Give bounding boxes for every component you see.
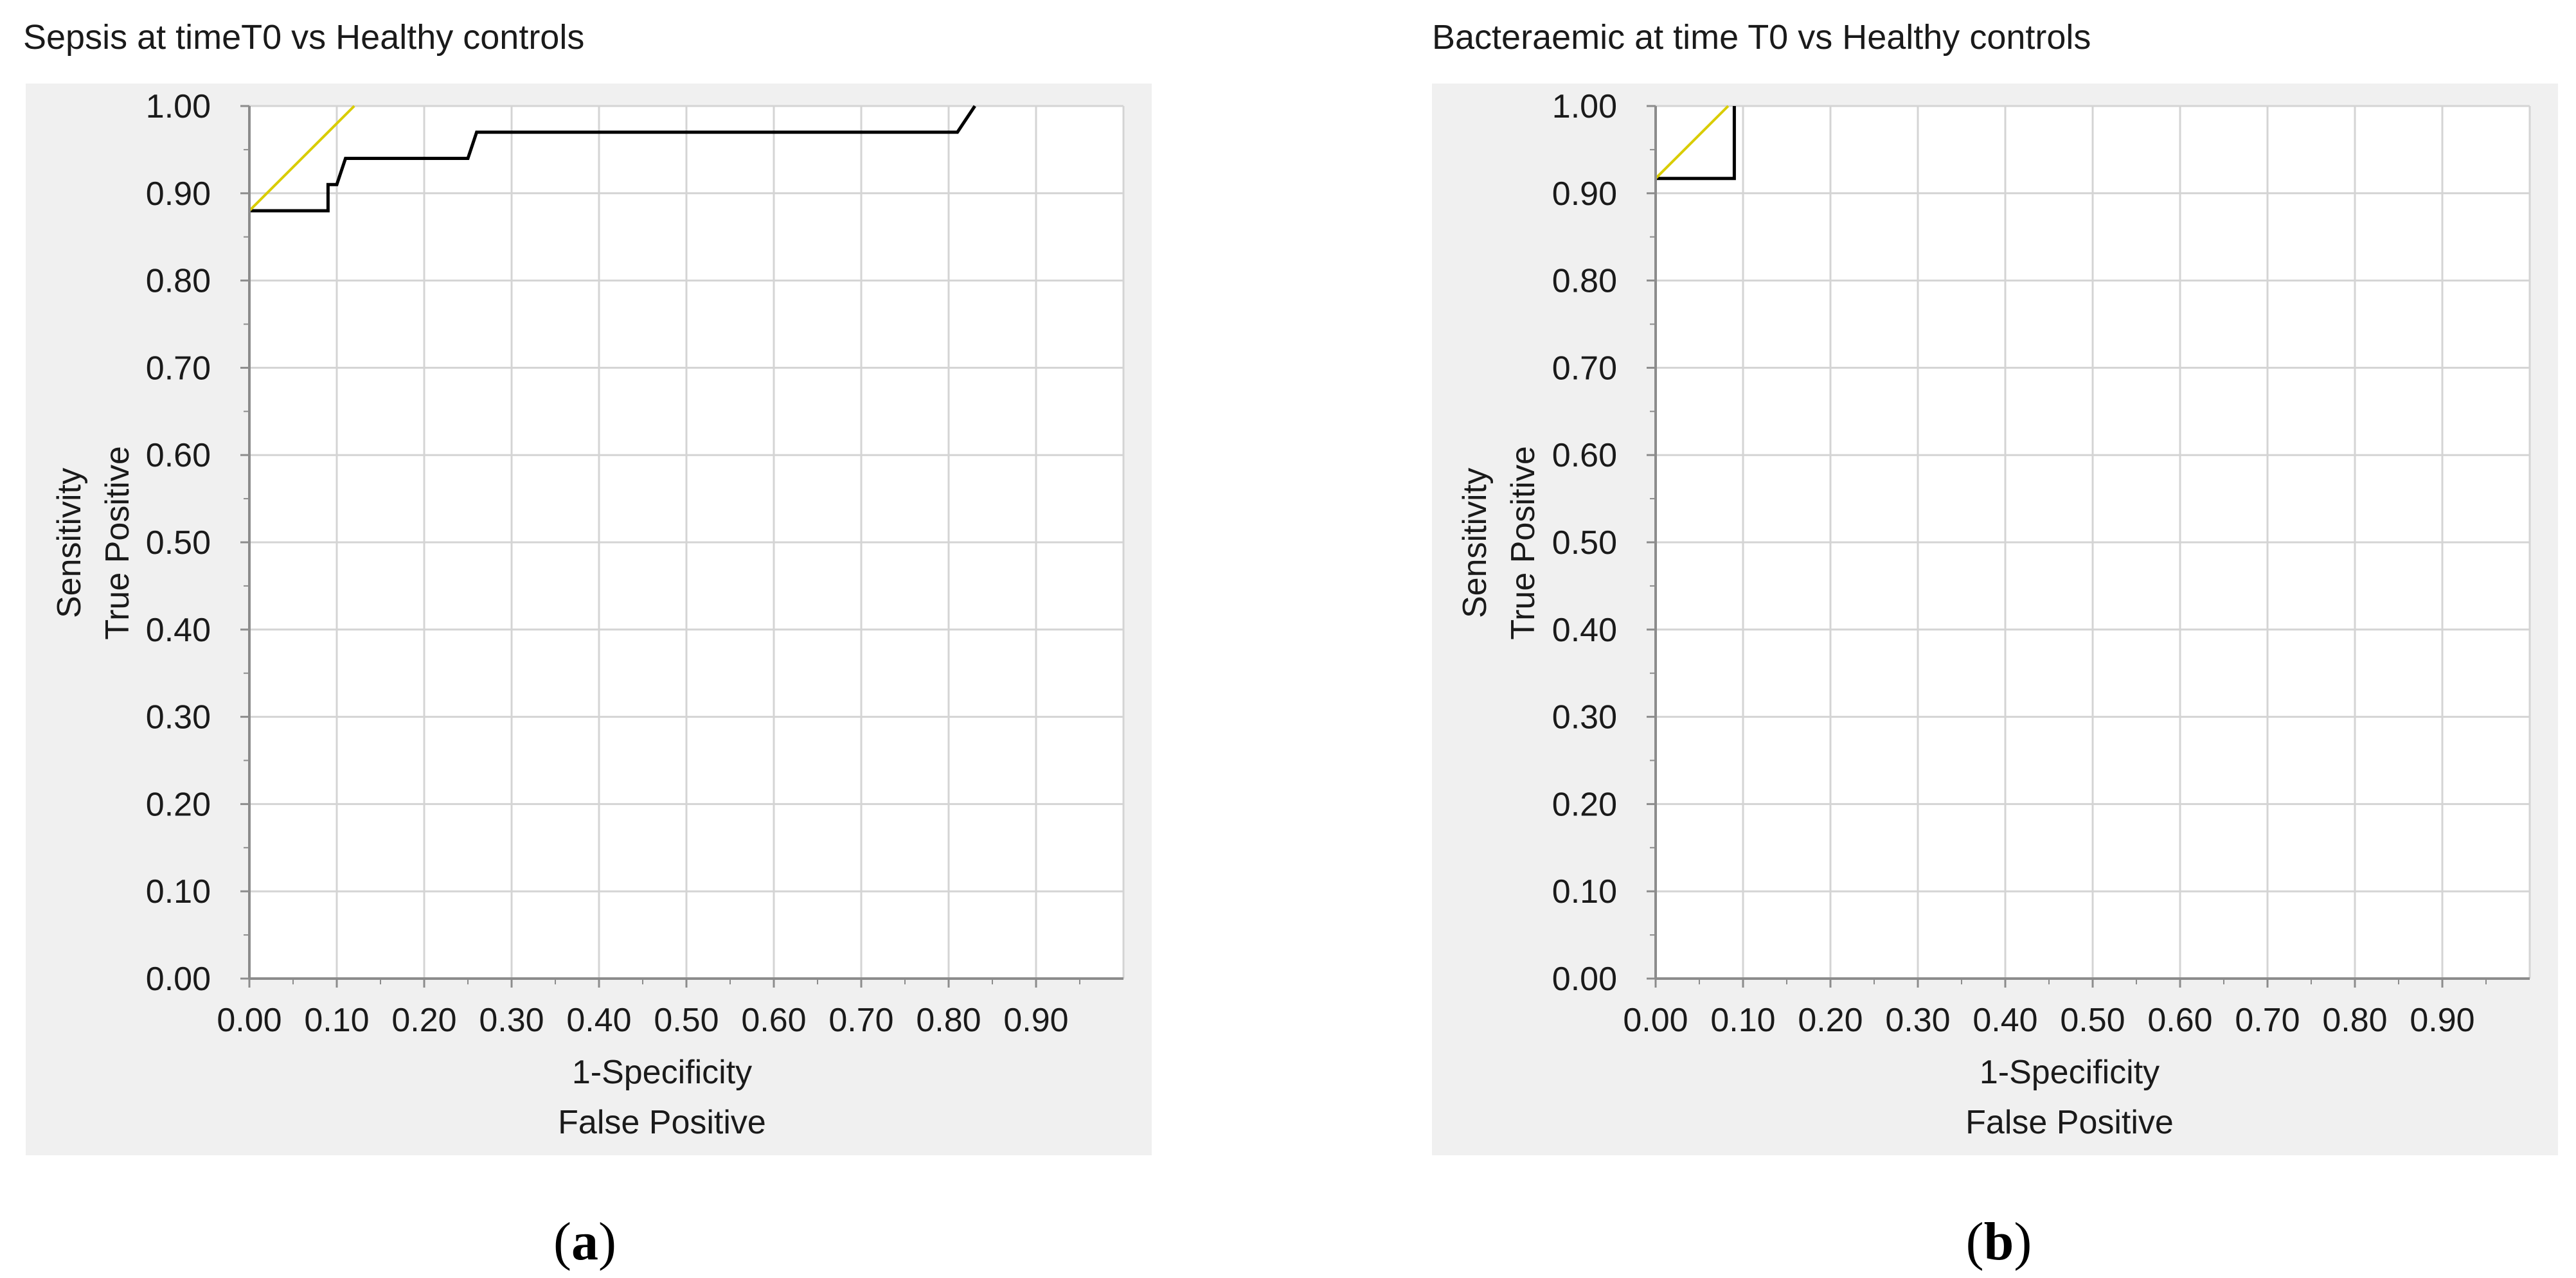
panel-b-x-tick-labels: 0.00 0.10 0.20 0.30 0.40 0.50 0.60 0.70 0.80 0.90	[1623, 1002, 2474, 1039]
panel-b-y-tick-label: 0.10	[1552, 873, 1617, 910]
panel-a-y-tick-label: 0.70	[146, 350, 211, 387]
panel-a-reference-line	[248, 105, 355, 212]
panel-b-reference-line	[1654, 105, 1730, 180]
panel-b-title: Bacteraemic at time T0 vs Healthy contro…	[1432, 18, 2091, 57]
panel-a-y-tick-label: 0.20	[146, 786, 211, 823]
panel-a: Sepsis at timeT0 vs Healthy controls 0.0…	[23, 18, 1152, 1272]
panel-a-x-tick-label: 0.30	[479, 1002, 544, 1039]
panel-a-y-tick-label: 0.60	[146, 437, 211, 474]
panel-a-x-tick-label: 0.00	[217, 1002, 282, 1039]
panel-b-y-tick-label: 0.80	[1552, 263, 1617, 300]
panel-b-x-tick-label: 0.90	[2410, 1002, 2474, 1039]
panel-a-x-tick-label: 0.60	[741, 1002, 806, 1039]
panel-b-x-tick-label: 0.50	[2060, 1002, 2125, 1039]
panel-b-y-tick-label: 0.40	[1552, 612, 1617, 649]
panel-a-x-tick-label: 0.50	[654, 1002, 719, 1039]
panel-b-y-tick-label: 0.50	[1552, 524, 1617, 562]
panel-a-y-axis-label-line2: True Positive	[99, 446, 136, 640]
panel-b-x-tick-label: 0.80	[2322, 1002, 2387, 1039]
panel-a-x-tick-label: 0.90	[1003, 1002, 1068, 1039]
panel-b-x-tick-label: 0.30	[1885, 1002, 1950, 1039]
panel-b-y-axis-label-line1: Sensitivity	[1456, 468, 1494, 618]
panel-a-y-axis-label-line1: Sensitivity	[51, 468, 88, 618]
panel-a-x-axis-label-line1: 1-Specificity	[572, 1054, 752, 1091]
panel-b-roc-curve	[1656, 106, 1736, 181]
panel-a-x-axis-label-line2: False Positive	[558, 1104, 766, 1141]
panel-a-letter: (a)	[553, 1212, 616, 1272]
panel-b: Bacteraemic at time T0 vs Healthy contro…	[1432, 18, 2558, 1272]
panel-a-x-tick-label: 0.80	[916, 1002, 981, 1039]
panel-a-y-tick-label: 0.30	[146, 699, 211, 736]
panel-a-y-tick-label: 0.50	[146, 524, 211, 562]
panel-a-y-tick-label: 1.00	[146, 88, 211, 125]
panel-b-y-tick-labels: 0.00 0.10 0.20 0.30 0.40 0.50 0.60 0.70 0.80 0.90…	[1552, 88, 1617, 998]
panel-b-x-tick-label: 0.40	[1972, 1002, 2037, 1039]
panel-a-x-tick-label: 0.10	[304, 1002, 369, 1039]
panel-b-y-axis-label-line2: True Positive	[1505, 446, 1542, 640]
panel-b-y-tick-label: 0.00	[1552, 961, 1617, 998]
panel-b-x-axis-label-line1: 1-Specificity	[1980, 1054, 2160, 1091]
panel-a-x-tick-labels: 0.00 0.10 0.20 0.30 0.40 0.50 0.60 0.70 0.80 0.90	[217, 1002, 1068, 1039]
panel-b-y-tick-label: 0.70	[1552, 350, 1617, 387]
panel-a-title: Sepsis at timeT0 vs Healthy controls	[23, 18, 584, 57]
panel-b-x-tick-label: 0.10	[1710, 1002, 1775, 1039]
panel-a-y-tick-label: 0.80	[146, 263, 211, 300]
panel-a-y-tick-label: 0.00	[146, 961, 211, 998]
panel-b-y-tick-label: 1.00	[1552, 88, 1617, 125]
panel-b-letter: (b)	[1966, 1212, 2032, 1272]
panel-a-y-tick-label: 0.40	[146, 612, 211, 649]
panel-b-y-tick-label: 0.20	[1552, 786, 1617, 823]
panel-a-x-tick-label: 0.40	[566, 1002, 631, 1039]
panel-a-series	[248, 105, 976, 213]
panel-b-x-tick-label: 0.20	[1798, 1002, 1863, 1039]
panel-a-y-tick-label: 0.10	[146, 873, 211, 910]
panel-a-y-tick-labels: 0.00 0.10 0.20 0.30 0.40 0.50 0.60 0.70 0.80 0.90…	[146, 88, 211, 998]
panel-b-y-tick-label: 0.60	[1552, 437, 1617, 474]
panel-a-roc-curve	[249, 105, 976, 213]
panel-a-y-tick-label: 0.90	[146, 175, 211, 213]
panel-a-x-tick-label: 0.20	[391, 1002, 456, 1039]
panel-b-y-tick-label: 0.30	[1552, 699, 1617, 736]
panel-b-series	[1654, 105, 1736, 181]
panel-b-y-tick-label: 0.90	[1552, 175, 1617, 213]
panel-b-x-tick-label: 0.00	[1623, 1002, 1688, 1039]
panel-b-x-axis-label-line2: False Positive	[1965, 1104, 2174, 1141]
panel-a-x-tick-label: 0.70	[828, 1002, 893, 1039]
panel-b-x-tick-label: 0.70	[2235, 1002, 2300, 1039]
panel-b-x-tick-label: 0.60	[2147, 1002, 2212, 1039]
